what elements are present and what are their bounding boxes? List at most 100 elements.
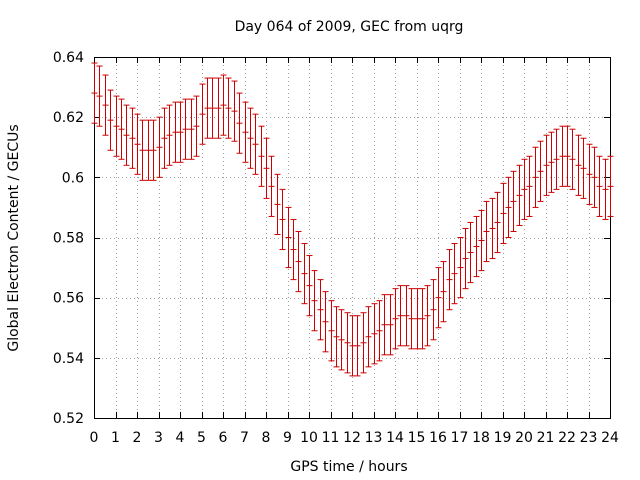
y-tick-label: 0.54 (53, 351, 84, 367)
error-bar (365, 306, 372, 368)
error-bar (440, 261, 447, 323)
error-bar (451, 243, 458, 305)
error-bar (252, 113, 259, 175)
error-bar (123, 104, 130, 166)
error-bar (419, 288, 426, 350)
error-bar (521, 158, 528, 220)
y-axis-label: Global Electron Content / GECUs (6, 124, 22, 351)
error-bar (161, 107, 168, 169)
x-tick-label: 15 (408, 430, 426, 446)
error-bar (489, 197, 496, 260)
x-tick-label: 10 (300, 430, 318, 446)
error-bar (392, 288, 399, 350)
x-tick-label: 6 (219, 430, 228, 446)
error-bar (268, 155, 275, 217)
x-tick-label: 23 (580, 430, 598, 446)
x-tick-label: 11 (322, 430, 340, 446)
error-bar (279, 188, 286, 251)
error-bar (483, 200, 490, 263)
error-bar (113, 95, 120, 157)
error-bar (564, 125, 571, 187)
error-bar (403, 285, 410, 347)
error-bar (371, 303, 378, 365)
error-bar (607, 155, 614, 217)
error-bar (290, 218, 297, 281)
error-bar (236, 92, 243, 154)
axis-ticks (94, 57, 611, 419)
error-bar (177, 101, 184, 163)
error-bar (424, 285, 431, 347)
error-bar (215, 77, 222, 139)
error-bar (182, 98, 189, 160)
chart-title: Day 064 of 2009, GEC from uqrg (235, 19, 464, 35)
error-bar (139, 119, 146, 181)
error-bar (338, 309, 345, 371)
error-bar (537, 140, 544, 202)
error-bar (548, 131, 555, 193)
error-bar (209, 77, 216, 139)
error-bar (580, 137, 587, 199)
y-tick-label: 0.6 (62, 170, 84, 186)
error-bar (96, 65, 103, 127)
error-bar (247, 107, 254, 169)
error-bar (376, 300, 383, 362)
x-tick-label: 3 (154, 430, 163, 446)
y-tick-label: 0.52 (53, 411, 84, 427)
error-bar (569, 128, 576, 190)
y-tick-label: 0.62 (53, 110, 84, 126)
error-bar (274, 173, 281, 235)
x-tick-label: 5 (197, 430, 206, 446)
error-bar (220, 74, 227, 136)
error-bar (526, 155, 533, 217)
tick-labels: 0 1 2 3 4 5 6 7 8 9 10 11 12 13 14 15 16 17 18 19 20 21 22 23 24… (53, 50, 619, 446)
error-bar (505, 176, 512, 238)
error-bar (516, 164, 523, 226)
error-bar (102, 74, 109, 136)
error-bar (596, 155, 603, 217)
x-tick-label: 7 (240, 430, 249, 446)
error-bar (360, 312, 367, 374)
error-bar (553, 128, 560, 190)
error-bar (91, 62, 98, 124)
error-bar (435, 267, 442, 329)
error-bar (510, 170, 517, 232)
error-bar (199, 83, 206, 145)
error-bar (231, 80, 238, 142)
x-tick-label: 16 (429, 430, 447, 446)
error-bar (457, 237, 464, 299)
error-bar (381, 294, 388, 356)
error-bar (285, 206, 292, 269)
error-bar (478, 209, 485, 272)
error-bar (494, 191, 501, 254)
error-bar (193, 95, 200, 157)
error-bar (575, 134, 582, 196)
x-tick-label: 18 (472, 430, 490, 446)
error-bar (107, 89, 114, 151)
y-tick-label: 0.64 (53, 50, 84, 66)
error-bar (473, 215, 480, 278)
x-axis-label: GPS time / hours (290, 459, 407, 475)
error-bar (118, 98, 125, 160)
error-bar (225, 77, 232, 139)
error-bar (129, 107, 136, 169)
error-bar (387, 294, 394, 356)
error-bar (317, 279, 324, 341)
error-bar (462, 227, 469, 290)
error-bar (333, 306, 340, 368)
x-tick-label: 14 (386, 430, 404, 446)
x-tick-label: 4 (176, 430, 185, 446)
error-bar (344, 312, 351, 374)
x-tick-label: 1 (111, 430, 120, 446)
error-bar (602, 158, 609, 220)
error-bar (188, 98, 195, 160)
x-tick-label: 21 (537, 430, 555, 446)
error-bar (156, 116, 163, 178)
error-bar (150, 119, 157, 181)
error-bar (328, 300, 335, 362)
x-tick-label: 17 (451, 430, 469, 446)
error-bar-series (91, 62, 614, 377)
x-tick-label: 0 (90, 430, 99, 446)
error-bar (242, 101, 249, 163)
error-bar (408, 288, 415, 350)
error-bar (591, 146, 598, 208)
